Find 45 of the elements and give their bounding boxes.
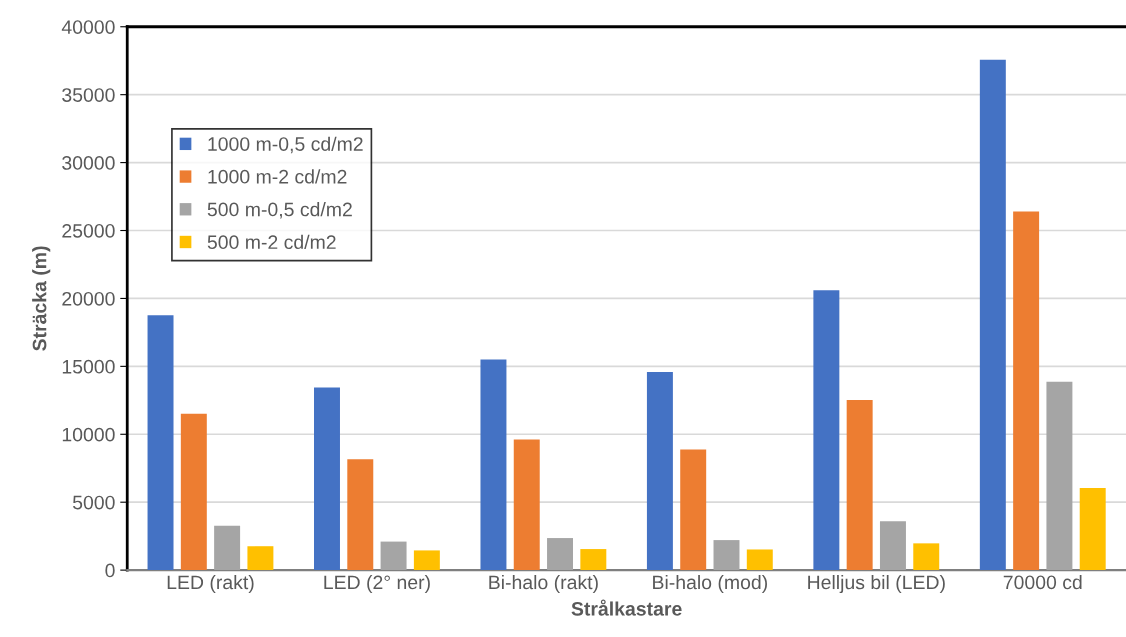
bar: [380, 541, 407, 571]
y-tick-label: 20000: [62, 291, 115, 306]
bar: [247, 546, 274, 571]
y-tick-label: 25000: [62, 223, 115, 238]
bar: [713, 540, 740, 571]
bar: [879, 521, 906, 571]
bar: [480, 359, 507, 571]
y-tick-label: 15000: [62, 359, 115, 374]
bar: [1046, 381, 1073, 571]
x-tick-label: Bi-halo (rakt): [489, 574, 598, 594]
bar: [846, 399, 873, 571]
bar: [580, 549, 607, 571]
x-tick-label: 70000 cd: [1003, 574, 1082, 590]
y-tick-label: 30000: [62, 156, 115, 170]
y-tick-label: 40000: [61, 20, 115, 34]
bar: [746, 549, 773, 571]
bar: [413, 550, 440, 571]
y-tick-label: 5000: [72, 495, 115, 510]
legend-label: 1000 m-2 cd/m2: [208, 169, 347, 184]
bar: [646, 372, 673, 571]
legend-label: 500 m-0,5 cd/m2: [207, 202, 352, 219]
bar: [547, 538, 574, 571]
bar: [913, 543, 940, 571]
x-tick-label: Helljus bil (LED): [808, 574, 945, 594]
legend-label: 1000 m-0,5 cd/m2: [208, 136, 363, 154]
y-tick-label: 10000: [62, 427, 115, 442]
x-tick-label: Bi-halo (mod): [653, 574, 767, 594]
bar: [513, 439, 540, 571]
bar: [813, 290, 840, 571]
bar: [314, 387, 340, 571]
y-axis-title: Sträcka (m): [32, 246, 51, 351]
legend-label: 500 m-2 cd/m2: [207, 234, 336, 250]
x-tick-label: LED (2° ner): [324, 574, 430, 594]
y-tick-label: 0: [105, 563, 115, 578]
bar: [147, 315, 174, 571]
bar: [214, 525, 241, 571]
bar: [1013, 211, 1040, 571]
y-tick-label: 35000: [62, 88, 115, 102]
x-axis-title: Strålkastare: [571, 599, 682, 616]
bar: [1079, 488, 1106, 571]
bar: [180, 413, 207, 571]
bar: [680, 449, 707, 571]
bar: [979, 59, 1006, 571]
bar: [347, 459, 374, 571]
x-tick-label: LED (rakt): [167, 574, 254, 594]
